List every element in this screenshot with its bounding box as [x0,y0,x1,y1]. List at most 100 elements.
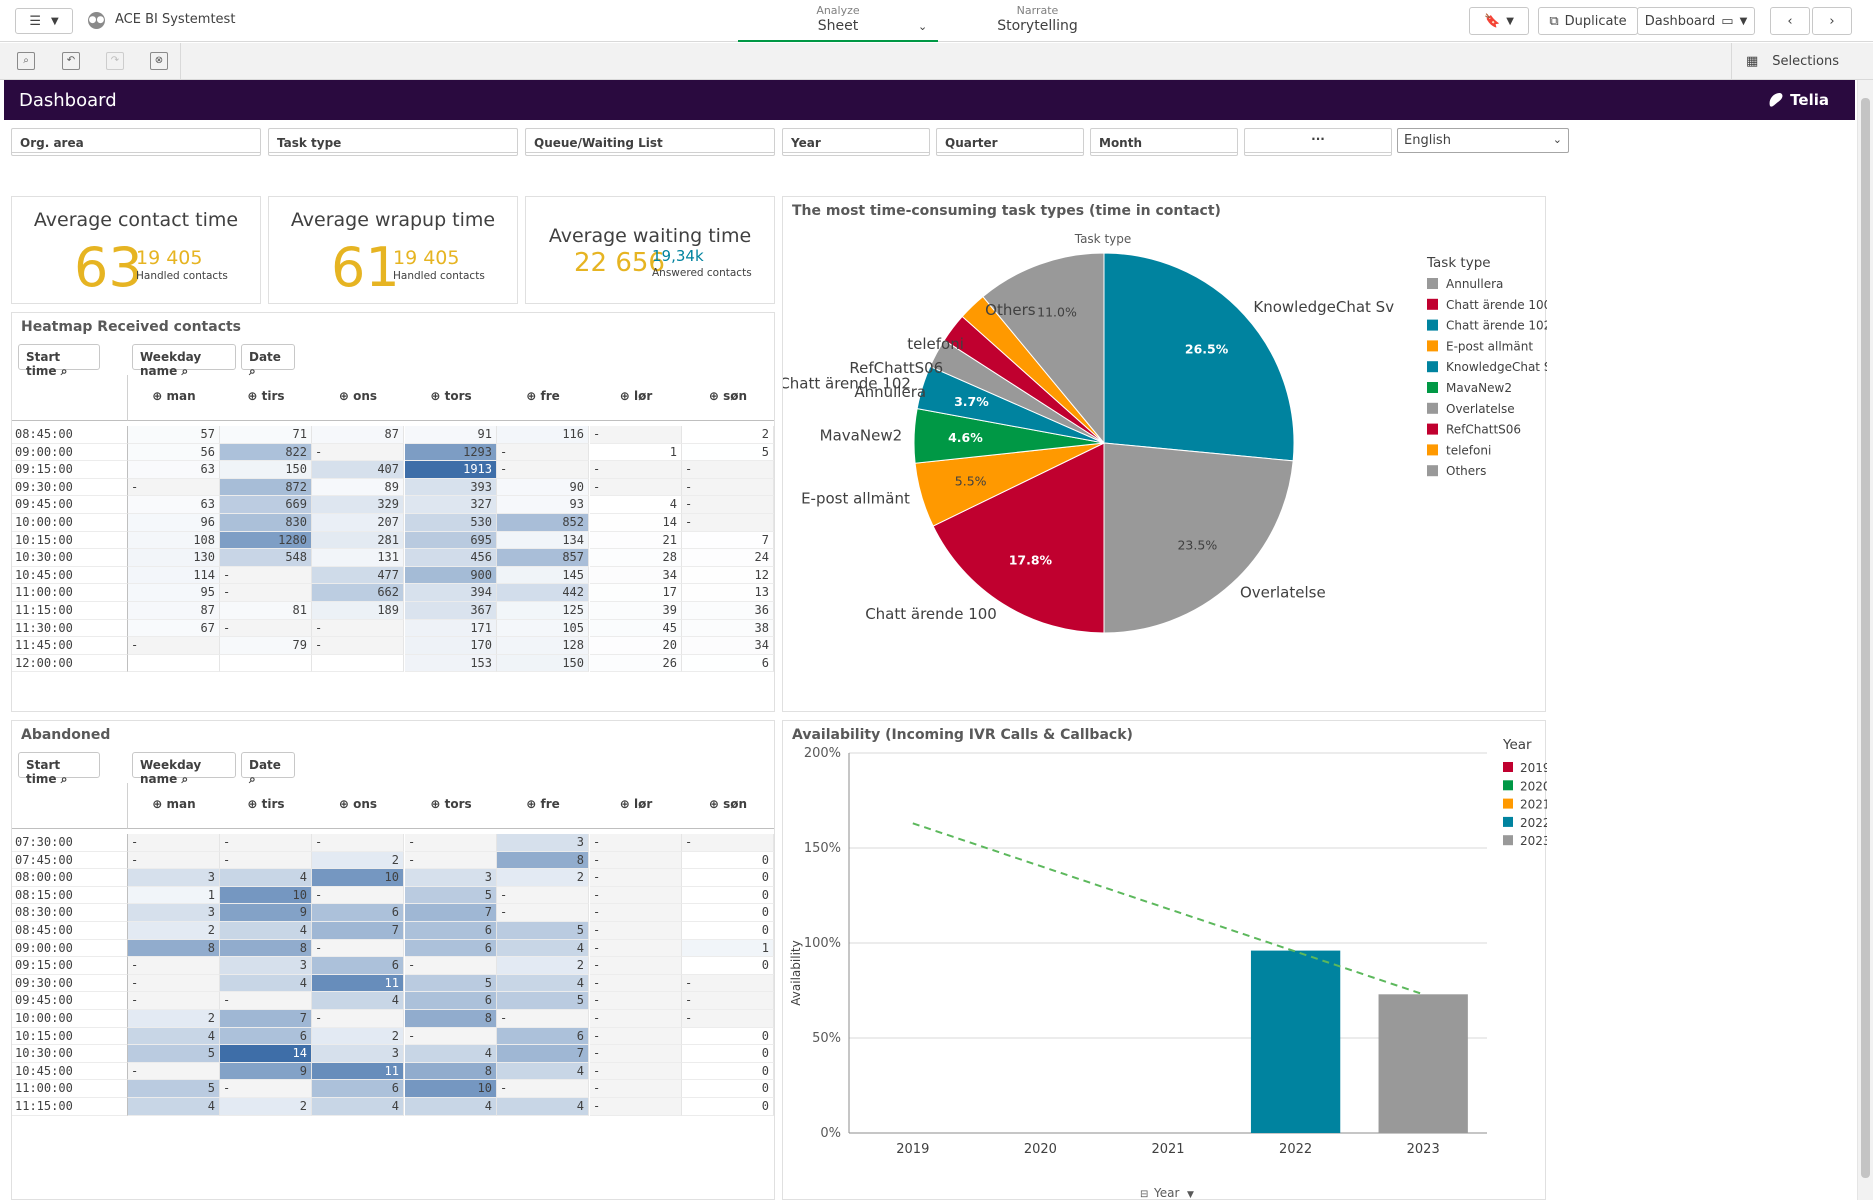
heatmap-cell[interactable]: 24 [682,549,774,567]
heatmap-cell[interactable]: - [497,1080,589,1098]
bookmarks-button[interactable]: 🔖 ▼ [1469,7,1529,35]
heatmap-cell[interactable]: 26 [590,654,682,673]
tab-analyze-sheet[interactable]: Analyze Sheet [738,4,938,42]
heatmap-cell[interactable]: 170 [405,637,497,655]
heatmap-cell[interactable]: - [682,974,774,993]
heatmap-cell[interactable]: 130 [128,549,220,567]
row-label[interactable]: 11:00:00 [12,1080,128,1098]
heatmap-cell[interactable]: - [682,834,774,852]
heatmap-cell[interactable]: 3 [220,957,312,975]
heatmap-cell[interactable]: 87 [128,602,220,620]
heatmap-cell[interactable]: 6 [405,992,497,1010]
heatmap-cell[interactable]: - [497,443,589,462]
heatmap-cell[interactable]: 4 [220,974,312,993]
row-label[interactable]: 09:15:00 [12,461,128,479]
heatmap-cell[interactable]: 7 [405,904,497,922]
heatmap-cell[interactable]: - [128,957,220,975]
heatmap-cell[interactable]: 63 [128,496,220,514]
heatmap-cell[interactable]: - [590,957,682,975]
heatmap-cell[interactable]: 13 [682,584,774,602]
legend-item[interactable]: 2020 [1520,779,1547,793]
heatmap-cell[interactable]: 6 [497,1027,589,1046]
heatmap-cell[interactable]: 4 [312,992,404,1010]
heatmap-cell[interactable]: 1 [128,886,220,905]
heatmap-cell[interactable]: 14 [590,514,682,532]
scrollbar-thumb[interactable] [1861,98,1870,1178]
sheet-selector-button[interactable]: Dashboard ▭ ▼ [1637,7,1755,35]
sheet-scrollbar[interactable] [1857,80,1873,1200]
row-label[interactable]: 09:30:00 [12,478,128,497]
heatmap-cell[interactable]: 442 [497,584,589,602]
heatmap-cell[interactable]: - [590,851,682,870]
heatmap-cell[interactable]: 145 [497,566,589,585]
row-label[interactable]: 09:45:00 [12,992,128,1010]
heatmap-cell[interactable]: 8 [220,939,312,958]
heatmap-cell[interactable]: - [128,851,220,870]
heatmap-cell[interactable]: - [590,1010,682,1028]
heatmap-cell[interactable]: 9 [220,904,312,922]
heatmap-cell[interactable]: 5 [497,922,589,940]
heatmap-cell[interactable]: - [405,851,497,870]
navigation-menu-button[interactable]: ☰ ▼ [15,8,73,34]
heatmap-cell[interactable]: 0 [682,1098,774,1116]
heatmap-cell[interactable]: - [128,974,220,993]
search-start-time-button[interactable]: Start time ⌕ [18,344,100,378]
x-axis-dimension-button[interactable]: ⊟ Year ▼ [1140,1186,1194,1200]
legend-item[interactable]: Chatt ärende 102 [1446,319,1547,333]
heatmap-cell[interactable]: 3 [128,904,220,922]
filter-more[interactable]: ··· [1244,128,1392,156]
heatmap-cell[interactable]: - [590,886,682,905]
heatmap-cell[interactable]: - [590,992,682,1010]
heatmap-cell[interactable]: 4 [497,939,589,958]
heatmap-cell[interactable]: 4 [497,974,589,993]
heatmap-cell[interactable]: 830 [220,514,312,532]
heatmap-cell[interactable]: 1 [590,443,682,462]
heatmap-cell[interactable]: 153 [405,654,497,673]
heatmap-cell[interactable]: 6 [312,957,404,975]
heatmap-cell[interactable]: 1280 [220,531,312,550]
heatmap-cell[interactable]: - [312,637,404,655]
row-label[interactable]: 10:45:00 [12,566,128,585]
legend-item[interactable]: 2022 [1520,816,1547,830]
heatmap-cell[interactable]: 4 [405,1098,497,1116]
heatmap-cell[interactable]: 530 [405,514,497,532]
heatmap-cell[interactable]: 7 [682,531,774,550]
heatmap-cell[interactable] [220,654,312,673]
heatmap-cell[interactable]: - [312,939,404,958]
heatmap-cell[interactable]: 6 [312,1080,404,1098]
heatmap-cell[interactable]: 872 [220,478,312,497]
heatmap-cell[interactable]: 150 [497,654,589,673]
heatmap-cell[interactable]: - [220,851,312,870]
heatmap-cell[interactable]: 367 [405,602,497,620]
filter-org-area[interactable]: Org. area [11,128,261,156]
heatmap-cell[interactable]: - [590,1080,682,1098]
row-label[interactable]: 11:45:00 [12,637,128,655]
heatmap-cell[interactable]: 4 [497,1062,589,1081]
heatmap-cell[interactable]: 45 [590,619,682,638]
column-header-tirs[interactable]: ⊕ tirs [220,797,312,811]
heatmap-cell[interactable]: - [590,974,682,993]
heatmap-cell[interactable]: 4 [128,1098,220,1116]
column-header-søn[interactable]: ⊕ søn [682,389,774,403]
heatmap-cell[interactable]: 14 [220,1045,312,1063]
heatmap-cell[interactable]: - [590,869,682,887]
heatmap-cell[interactable]: 12 [682,566,774,585]
heatmap-cell[interactable]: - [312,619,404,638]
row-label[interactable]: 08:45:00 [12,426,128,444]
column-header-tirs[interactable]: ⊕ tirs [220,389,312,403]
step-forward-icon[interactable]: ↷ [106,52,124,70]
heatmap-cell[interactable]: 0 [682,1080,774,1098]
heatmap-cell[interactable]: 6 [405,922,497,940]
heatmap-cell[interactable]: 3 [128,869,220,887]
filter-year[interactable]: Year [782,128,930,156]
column-header-lør[interactable]: ⊕ lør [590,389,682,403]
heatmap-cell[interactable]: 207 [312,514,404,532]
filter-quarter[interactable]: Quarter [936,128,1084,156]
heatmap-cell[interactable]: 105 [497,619,589,638]
pie-chart-panel[interactable]: The most time-consuming task types (time… [782,196,1547,712]
heatmap-cell[interactable]: 134 [497,531,589,550]
legend-item[interactable]: 2021 [1520,798,1547,812]
heatmap-cell[interactable]: 394 [405,584,497,602]
row-label[interactable]: 10:30:00 [12,1045,128,1063]
heatmap-cell[interactable]: 11 [312,974,404,993]
